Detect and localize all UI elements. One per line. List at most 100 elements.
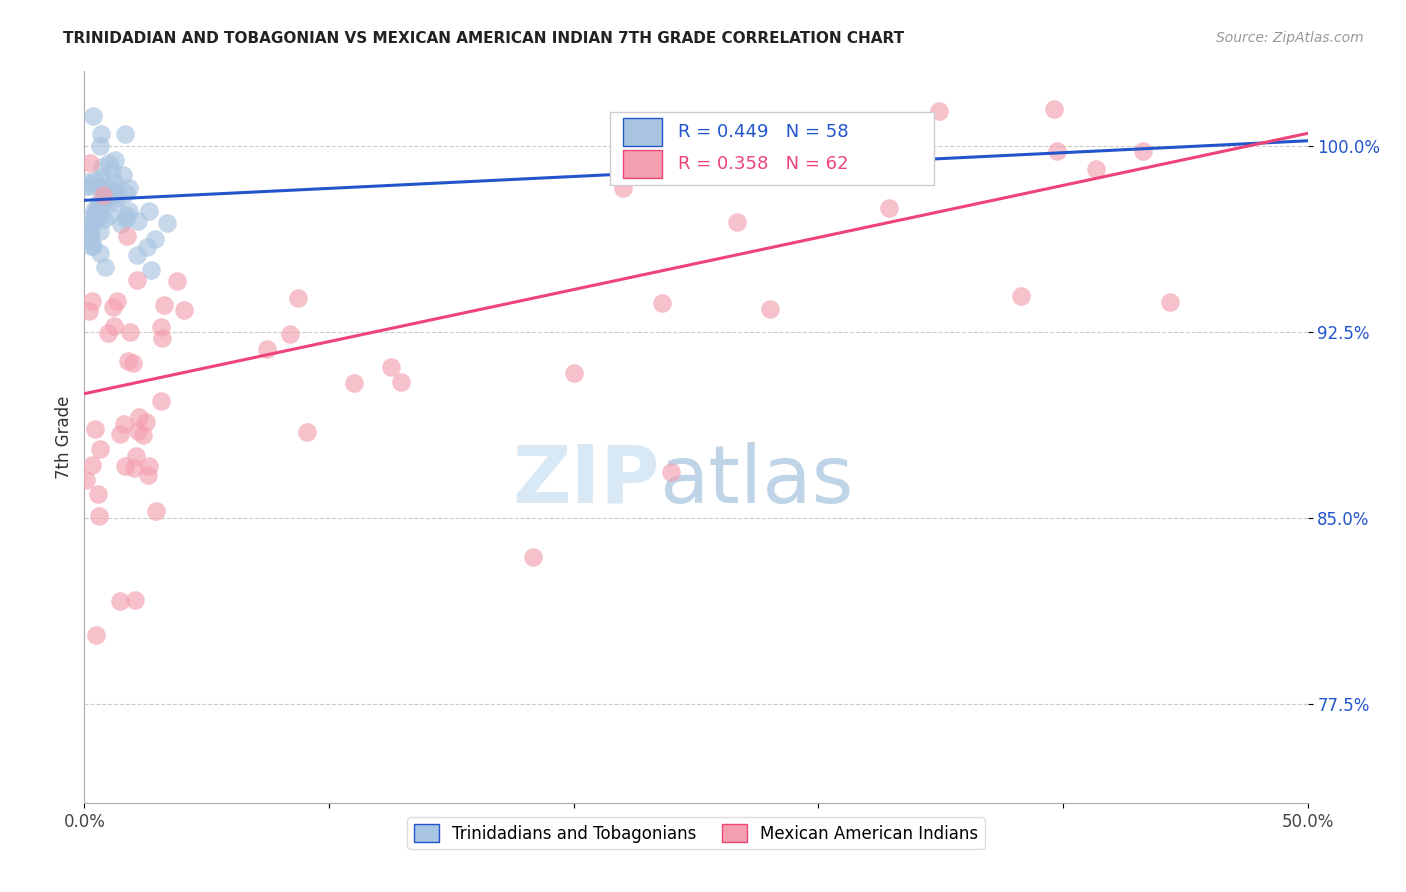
- Point: [77, 224, 100, 238]
- Point: [1043, 102, 1066, 116]
- Point: [79, 217, 101, 231]
- Point: [80, 233, 103, 247]
- Point: [145, 504, 167, 518]
- Point: [94, 260, 117, 275]
- Point: [136, 468, 159, 483]
- Text: Source: ZipAtlas.com: Source: ZipAtlas.com: [1216, 31, 1364, 45]
- Point: [173, 302, 195, 317]
- Point: [125, 449, 148, 463]
- Point: [84, 207, 107, 221]
- Point: [91, 195, 114, 210]
- Point: [105, 294, 128, 309]
- Bar: [623, 151, 662, 178]
- Point: [101, 188, 124, 202]
- Point: [343, 376, 366, 390]
- Legend: Trinidadians and Tobagonians, Mexican American Indians: Trinidadians and Tobagonians, Mexican Am…: [408, 817, 984, 849]
- Point: [124, 460, 146, 475]
- Point: [389, 375, 412, 389]
- Point: [97, 156, 120, 170]
- Point: [89, 246, 111, 260]
- Point: [80, 239, 103, 253]
- Point: [115, 212, 138, 227]
- Point: [138, 458, 160, 473]
- Point: [659, 465, 682, 479]
- Point: [725, 215, 748, 229]
- Point: [156, 216, 179, 230]
- Point: [97, 326, 120, 340]
- Point: [758, 301, 780, 316]
- Point: [1010, 289, 1032, 303]
- Point: [89, 139, 111, 153]
- Point: [87, 210, 110, 224]
- Point: [150, 331, 173, 345]
- Point: [82, 294, 104, 309]
- Point: [86, 212, 108, 227]
- Point: [93, 178, 115, 193]
- Point: [143, 231, 166, 245]
- Text: TRINIDADIAN AND TOBAGONIAN VS MEXICAN AMERICAN INDIAN 7TH GRADE CORRELATION CHAR: TRINIDADIAN AND TOBAGONIAN VS MEXICAN AM…: [63, 31, 904, 46]
- Point: [84, 203, 107, 218]
- Point: [94, 186, 117, 201]
- Point: [82, 109, 104, 123]
- Point: [928, 103, 950, 118]
- Point: [79, 156, 101, 170]
- Point: [77, 304, 100, 318]
- Point: [90, 203, 112, 218]
- Text: R = 0.358   N = 62: R = 0.358 N = 62: [678, 155, 848, 173]
- Point: [77, 178, 100, 193]
- Point: [90, 128, 112, 142]
- Point: [132, 428, 155, 442]
- Point: [108, 594, 131, 608]
- Point: [91, 160, 114, 174]
- Point: [84, 422, 107, 436]
- Point: [91, 192, 114, 206]
- Point: [105, 191, 128, 205]
- Point: [115, 186, 138, 201]
- Point: [125, 272, 148, 286]
- Point: [76, 175, 98, 189]
- Point: [83, 202, 105, 217]
- Point: [84, 628, 107, 642]
- Point: [127, 213, 149, 227]
- Point: [103, 185, 125, 199]
- Point: [295, 425, 318, 440]
- Point: [87, 508, 110, 523]
- Point: [166, 274, 188, 288]
- Bar: [623, 118, 662, 146]
- Point: [110, 427, 132, 442]
- Point: [125, 248, 148, 262]
- Point: [380, 359, 402, 374]
- Point: [118, 203, 141, 218]
- Point: [121, 356, 143, 370]
- Point: [522, 550, 544, 565]
- Point: [103, 174, 125, 188]
- Point: [90, 171, 112, 186]
- Point: [115, 208, 138, 222]
- Point: [651, 296, 673, 310]
- Point: [104, 153, 127, 167]
- Point: [127, 424, 149, 438]
- Point: [149, 319, 172, 334]
- Point: [75, 179, 97, 194]
- Point: [1159, 294, 1181, 309]
- Point: [149, 393, 172, 408]
- Text: atlas: atlas: [659, 442, 853, 520]
- Point: [83, 174, 105, 188]
- Point: [135, 416, 157, 430]
- Point: [117, 180, 139, 194]
- Point: [87, 487, 110, 501]
- Point: [1132, 144, 1154, 158]
- Point: [612, 180, 634, 194]
- Point: [287, 291, 309, 305]
- Point: [101, 300, 124, 314]
- Point: [112, 417, 135, 431]
- Point: [114, 458, 136, 473]
- Point: [80, 225, 103, 239]
- Point: [1045, 145, 1067, 159]
- Point: [111, 168, 134, 182]
- Point: [98, 208, 121, 222]
- Point: [87, 178, 110, 193]
- Point: [256, 342, 278, 356]
- Point: [75, 473, 97, 487]
- Point: [103, 194, 125, 209]
